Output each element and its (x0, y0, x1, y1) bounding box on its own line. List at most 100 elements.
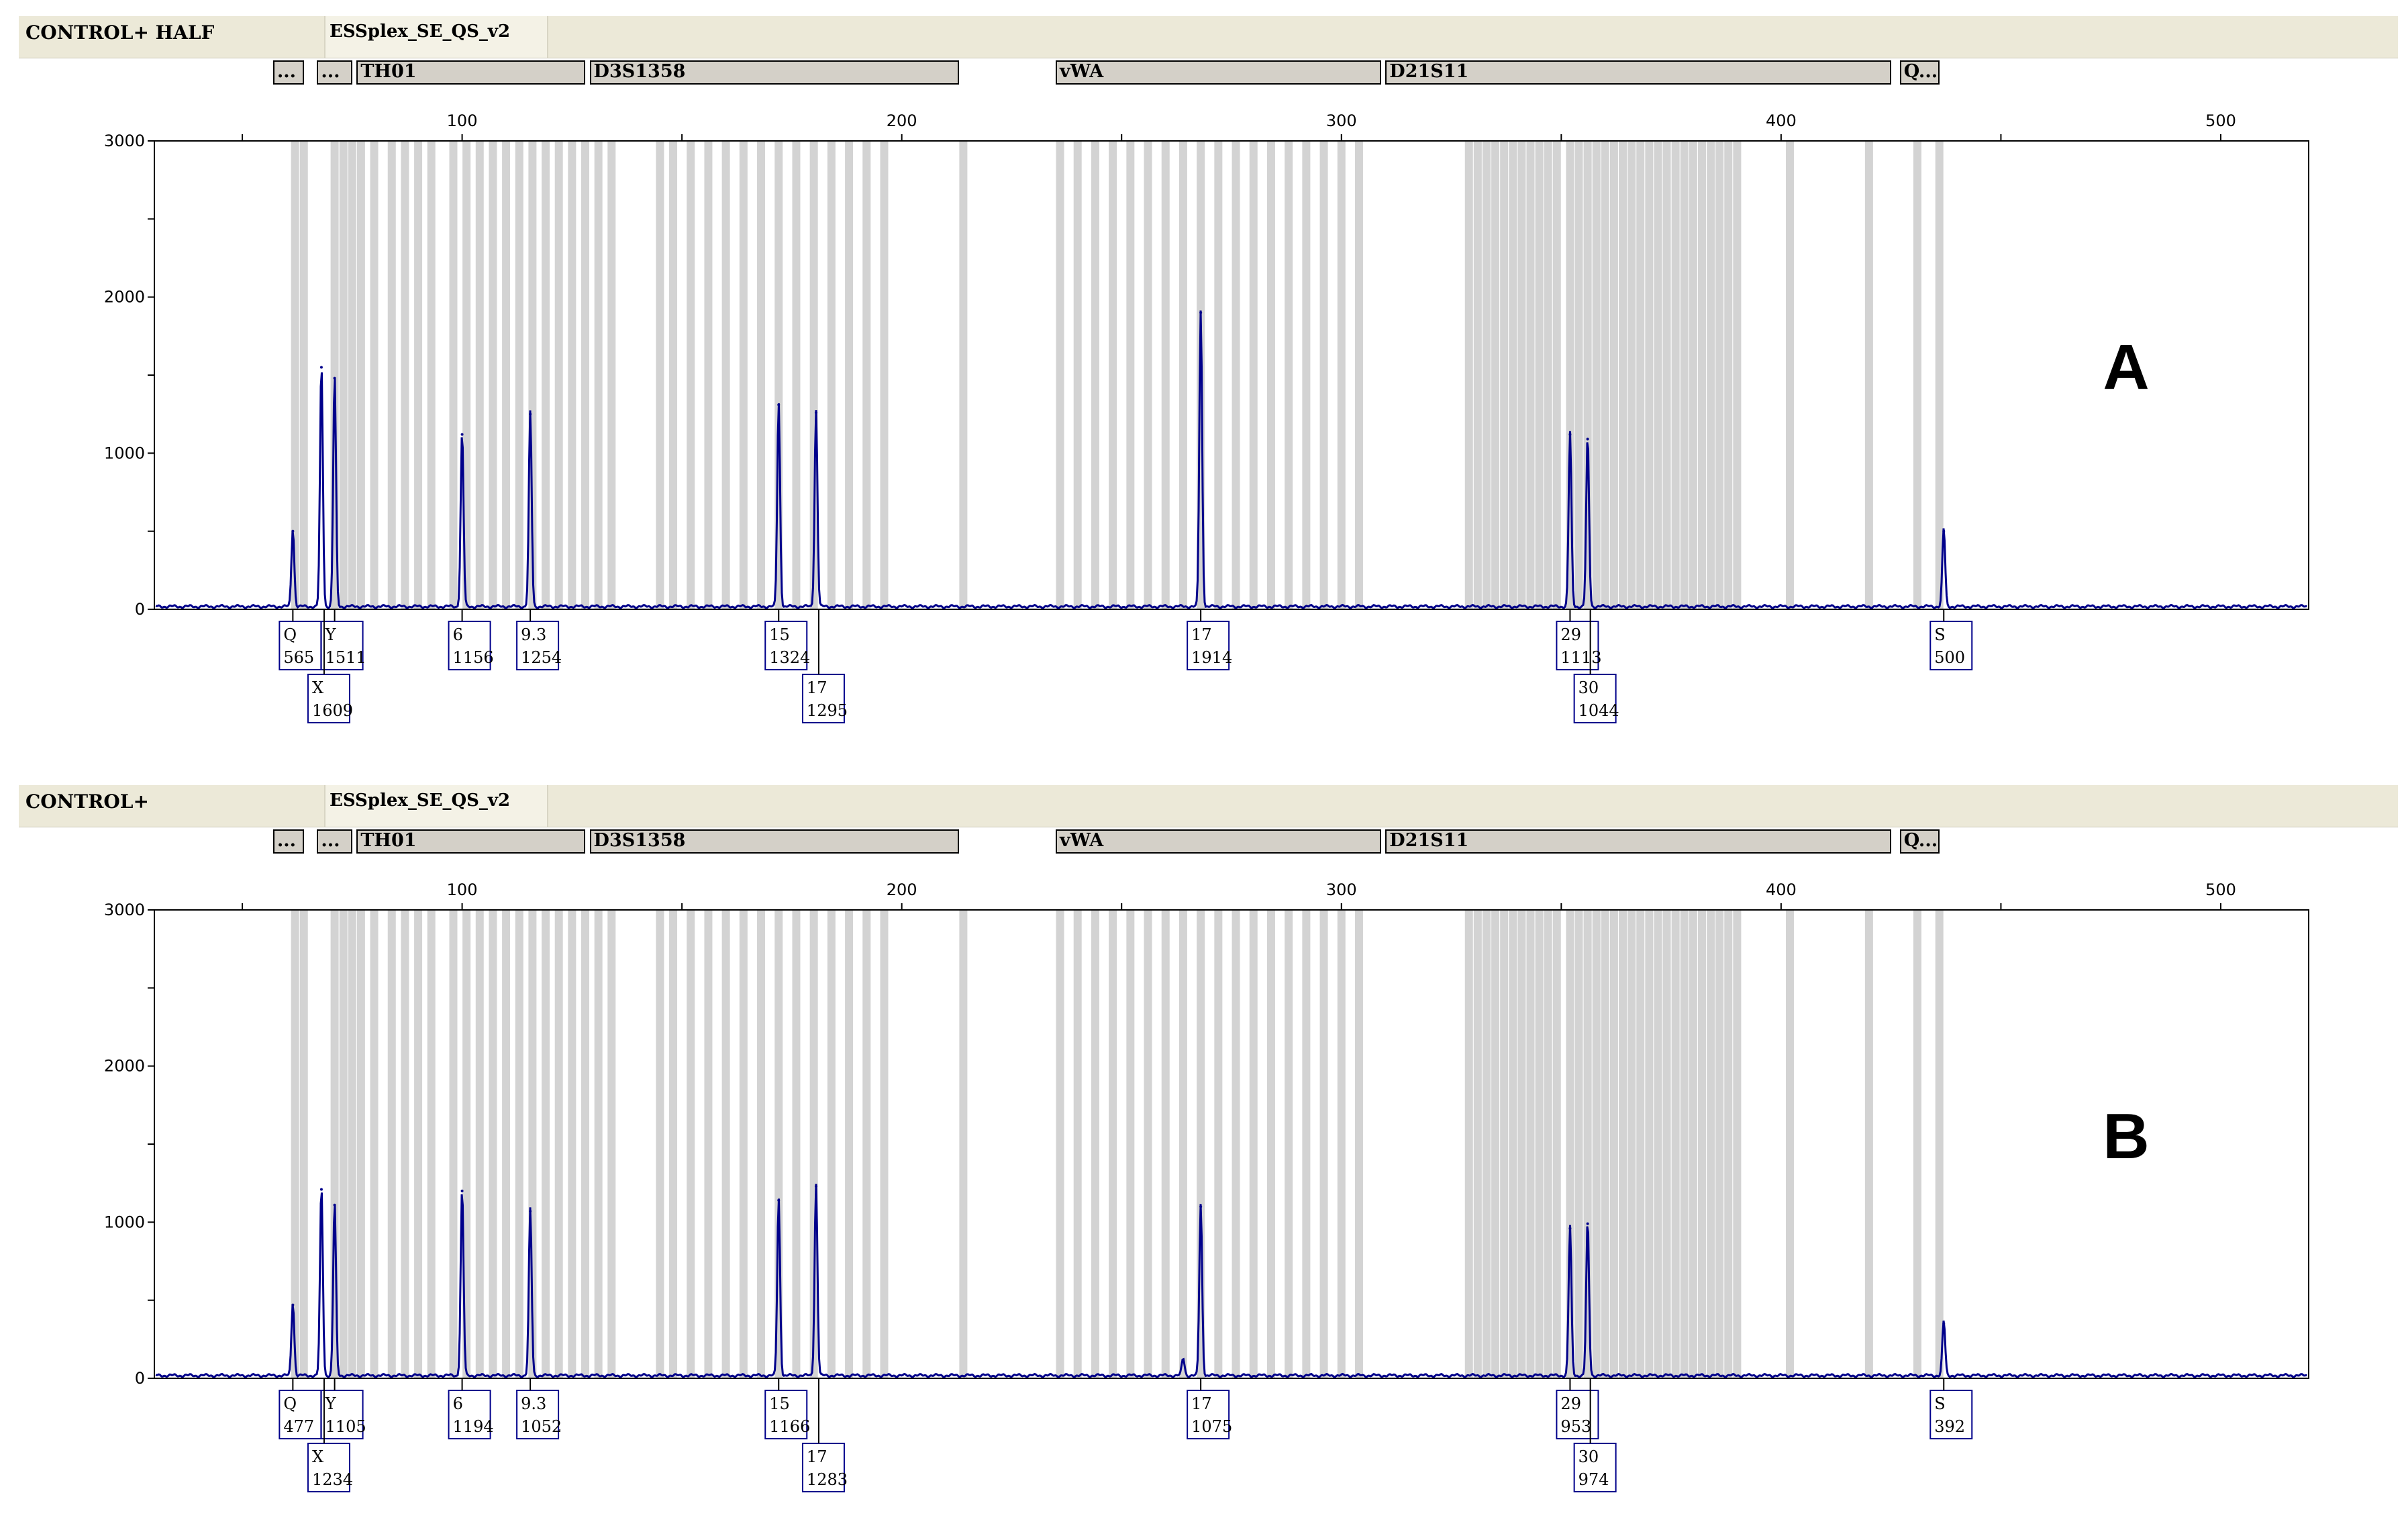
allele-label[interactable]: 9.3 1254 (516, 609, 562, 670)
allele-bin (656, 141, 664, 609)
peak-point[interactable] (814, 411, 817, 414)
allele-label[interactable]: 30 1044 (1573, 609, 1619, 723)
allele-label[interactable]: S 500 (1929, 609, 1973, 670)
allele-name: S (1934, 625, 1945, 644)
allele-bin (348, 910, 356, 1378)
allele-bin (581, 910, 589, 1378)
allele-label[interactable]: Q 477 (279, 1378, 322, 1439)
allele-bin (1609, 141, 1618, 609)
peak-point[interactable] (1568, 433, 1572, 436)
allele-bin (1144, 910, 1152, 1378)
x-tick-label: 500 (2205, 880, 2236, 899)
allele-label[interactable]: Y 1511 (320, 609, 366, 670)
peak-point[interactable] (1942, 529, 1946, 533)
marker-2[interactable]: TH01 (356, 60, 585, 85)
peak-point[interactable] (333, 376, 336, 380)
marker-0[interactable]: ... (272, 829, 304, 854)
allele-label[interactable]: 15 1324 (764, 609, 810, 670)
allele-bin (427, 910, 436, 1378)
marker-4[interactable]: vWA (1055, 829, 1381, 854)
allele-bin (370, 141, 379, 609)
peak-point[interactable] (777, 1198, 781, 1202)
x-tick-label: 100 (447, 880, 478, 899)
peak-point[interactable] (319, 366, 323, 369)
marker-3[interactable]: D3S1358 (589, 60, 959, 85)
peak-point[interactable] (1942, 1322, 1946, 1325)
peak-point[interactable] (777, 403, 781, 407)
allele-name: 17 (807, 678, 827, 697)
marker-0[interactable]: ... (272, 60, 304, 85)
peak-point[interactable] (291, 1303, 295, 1306)
marker-6[interactable]: Q... (1899, 60, 1940, 85)
allele-label[interactable]: 6 1194 (448, 1378, 494, 1439)
allele-label[interactable]: 6 1156 (448, 609, 494, 670)
marker-1[interactable]: ... (317, 829, 352, 854)
peak-point[interactable] (460, 433, 464, 436)
peak-point[interactable] (291, 529, 295, 533)
allele-label[interactable]: Y 1105 (320, 1378, 366, 1439)
allele-bin (554, 910, 563, 1378)
allele-label[interactable]: 17 1075 (1187, 1378, 1232, 1439)
allele-label[interactable]: 17 1914 (1187, 609, 1232, 670)
allele-bin (1285, 910, 1293, 1378)
allele-bin (1680, 141, 1689, 609)
peak-point[interactable] (529, 1210, 532, 1213)
allele-label[interactable]: 15 1166 (764, 1378, 810, 1439)
allele-bin (1574, 141, 1583, 609)
allele-bin (554, 141, 563, 609)
allele-bin (1319, 141, 1328, 609)
peak-point[interactable] (319, 1188, 323, 1191)
allele-bin (809, 141, 818, 609)
y-tick-label: 2000 (104, 288, 145, 307)
allele-bin (1337, 910, 1346, 1378)
allele-label[interactable]: 9.3 1052 (516, 1378, 562, 1439)
peak-point[interactable] (1586, 438, 1589, 441)
allele-bin (1689, 141, 1697, 609)
allele-bin (475, 141, 484, 609)
peak-point[interactable] (333, 1203, 336, 1207)
allele-label[interactable]: Q 565 (279, 609, 322, 670)
allele-name: 6 (453, 1394, 463, 1413)
peak-height: 1113 (1560, 648, 1601, 667)
allele-bin (1913, 141, 1921, 609)
allele-bin (1482, 910, 1491, 1378)
allele-bin (1464, 141, 1473, 609)
allele-name: 29 (1560, 625, 1581, 644)
allele-bin (339, 910, 348, 1378)
peak-point[interactable] (460, 1189, 464, 1192)
marker-3[interactable]: D3S1358 (589, 829, 959, 854)
allele-label[interactable]: X 1609 (307, 609, 353, 723)
peak-point[interactable] (1181, 1360, 1185, 1363)
marker-5[interactable]: D21S11 (1385, 60, 1891, 85)
marker-2[interactable]: TH01 (356, 829, 585, 854)
marker-4[interactable]: vWA (1055, 60, 1381, 85)
allele-bin (739, 910, 748, 1378)
peak-point[interactable] (1586, 1222, 1589, 1225)
allele-label[interactable]: 17 1295 (801, 609, 848, 723)
peak-point[interactable] (1199, 311, 1203, 314)
allele-bin (1724, 141, 1733, 609)
allele-label[interactable]: 17 1283 (801, 1378, 848, 1492)
peak-point[interactable] (1199, 1205, 1203, 1209)
allele-bin (348, 141, 356, 609)
panel-name: ESSplex_SE_QS_v2 (330, 790, 511, 811)
marker-6[interactable]: Q... (1899, 829, 1940, 854)
peak-point[interactable] (814, 1184, 817, 1188)
marker-5[interactable]: D21S11 (1385, 829, 1891, 854)
peak-point[interactable] (529, 413, 532, 416)
marker-1[interactable]: ... (317, 60, 352, 85)
peak-height: 1156 (453, 648, 494, 667)
peak-height: 974 (1578, 1470, 1609, 1489)
peak-height: 1105 (325, 1417, 366, 1436)
allele-bin (792, 141, 801, 609)
allele-bin (339, 141, 348, 609)
peak-height: 1511 (325, 648, 366, 667)
allele-label[interactable]: X 1234 (307, 1378, 353, 1492)
allele-label[interactable]: S 392 (1929, 1378, 1973, 1439)
allele-label[interactable]: 29 1113 (1556, 609, 1602, 670)
allele-bin (1473, 910, 1482, 1378)
peak-point[interactable] (1568, 1227, 1572, 1230)
